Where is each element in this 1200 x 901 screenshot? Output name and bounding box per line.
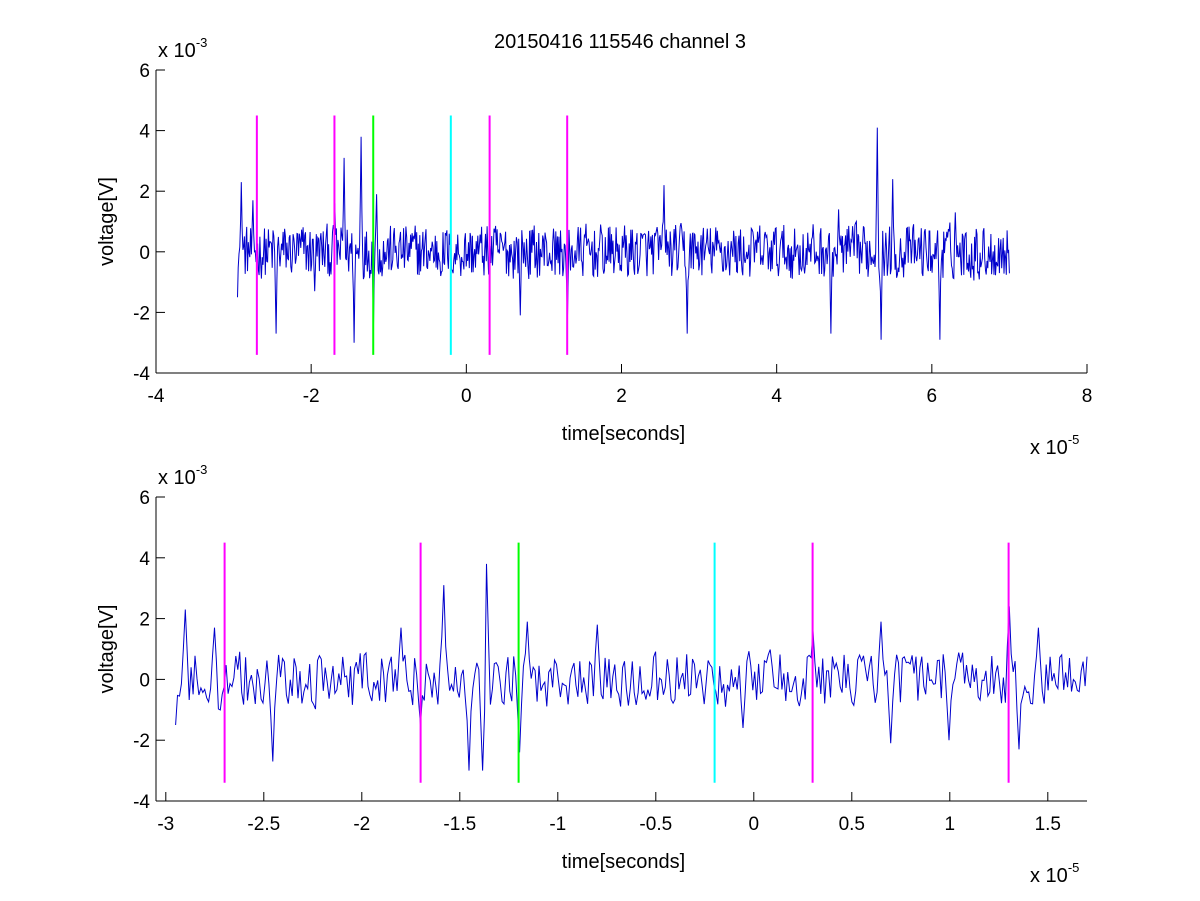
bottom-x-tick-label: -2.5 — [247, 814, 280, 835]
bottom-x-tick-label: -0.5 — [639, 814, 672, 835]
top-x-tick-label: 6 — [927, 386, 938, 407]
top-x-tick-label: -4 — [148, 386, 165, 407]
bottom-signal-trace — [175, 563, 1088, 771]
bottom-y-tick-label: 4 — [139, 549, 150, 570]
top-x-tick-label: 8 — [1082, 386, 1093, 407]
bottom-y-multiplier: x 10-3 — [158, 462, 207, 489]
bottom-y-tick-label: -2 — [133, 731, 150, 752]
bottom-y-multiplier-exponent: -3 — [196, 462, 208, 477]
top-x-tick-label: 4 — [771, 386, 782, 407]
top-y-tick-label: 4 — [139, 122, 150, 143]
bottom-x-tick-label: 0.5 — [839, 814, 865, 835]
bottom-y-axis-label: voltage[V] — [96, 605, 118, 694]
figure-title: 20150416 115546 channel 3 — [494, 31, 746, 53]
top-signal-trace — [237, 127, 1010, 343]
bottom-y-tick-label: 6 — [139, 488, 150, 509]
bottom-x-tick-label: -2 — [353, 814, 370, 835]
top-plot: -4 -2 0 2 4 6 8 -4 -2 0 2 4 6 time[seconds] voltage[V]… — [96, 35, 1092, 459]
top-x-tick-label: -2 — [303, 386, 320, 407]
bottom-x-axis-label: time[seconds] — [562, 851, 685, 873]
bottom-x-multiplier: x 10-5 — [1030, 860, 1079, 887]
top-y-multiplier-exponent: -3 — [196, 35, 208, 50]
bottom-x-tick-label: -3 — [157, 814, 174, 835]
top-x-multiplier-exponent: -5 — [1068, 432, 1080, 447]
bottom-plot: -3 -2.5 -2 -1.5 -1 -0.5 0 0.5 1 1.5 -4 -2 0 2 4 6 time[s… — [96, 462, 1088, 887]
bottom-x-tick-label: 1 — [945, 814, 956, 835]
top-x-tick-label: 2 — [616, 386, 627, 407]
bottom-x-tick-label: 1.5 — [1035, 814, 1061, 835]
top-x-tick-label: 0 — [461, 386, 472, 407]
top-y-tick-label: -2 — [133, 303, 150, 324]
bottom-y-tick-label: 2 — [139, 610, 150, 631]
top-x-multiplier: x 10-5 — [1030, 432, 1079, 459]
top-x-axis-label: time[seconds] — [562, 423, 685, 445]
bottom-x-multiplier-exponent: -5 — [1068, 860, 1080, 875]
top-y-tick-label: 6 — [139, 61, 150, 82]
top-y-tick-label: -4 — [133, 364, 150, 385]
bottom-x-tick-label: 0 — [749, 814, 760, 835]
bottom-y-tick-label: -4 — [133, 792, 150, 813]
top-y-tick-label: 0 — [139, 243, 150, 264]
bottom-x-tick-label: -1.5 — [443, 814, 476, 835]
bottom-y-tick-label: 0 — [139, 670, 150, 691]
top-y-tick-label: 2 — [139, 182, 150, 203]
top-y-axis-label: voltage[V] — [96, 177, 118, 266]
bottom-x-tick-label: -1 — [549, 814, 566, 835]
